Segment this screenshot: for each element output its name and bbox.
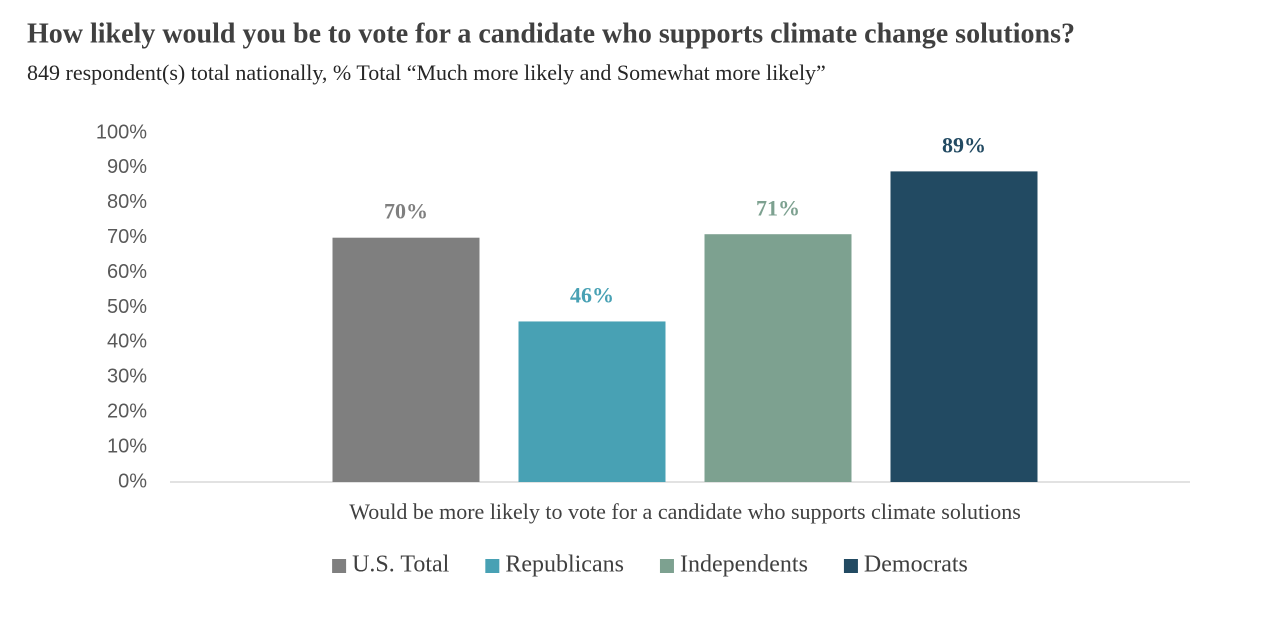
y-tick-label: 40% (107, 331, 147, 353)
y-tick-label: 60% (107, 261, 147, 283)
chart-title: How likely would you be to vote for a ca… (27, 18, 1075, 49)
y-tick-label: 50% (107, 296, 147, 318)
legend-label: Independents (680, 552, 808, 578)
data-label: 46% (570, 283, 614, 308)
bar (518, 321, 666, 482)
data-label: 89% (942, 132, 986, 157)
y-tick-label: 70% (107, 226, 147, 248)
data-label: 71% (756, 195, 800, 220)
y-tick-label: 20% (107, 400, 147, 422)
legend-swatch (843, 559, 858, 573)
y-tick-label: 0% (118, 470, 147, 492)
y-tick-label: 90% (107, 156, 147, 178)
legend-swatch (659, 559, 674, 573)
legend-label: Democrats (864, 552, 968, 578)
bar (332, 237, 480, 482)
chart-subtitle: 849 respondent(s) total nationally, % To… (27, 60, 826, 85)
legend-swatch (332, 559, 347, 573)
data-label: 70% (384, 199, 428, 224)
bar (704, 234, 852, 482)
x-tick-label: Would be more likely to vote for a candi… (349, 499, 1021, 524)
bar (890, 171, 1038, 482)
legend-swatch (485, 559, 500, 573)
legend-label: Republicans (505, 552, 624, 578)
y-tick-label: 30% (107, 366, 147, 388)
legend-label: U.S. Total (352, 552, 450, 578)
y-tick-label: 10% (107, 435, 147, 457)
y-tick-label: 100% (96, 121, 147, 143)
y-tick-label: 80% (107, 191, 147, 213)
